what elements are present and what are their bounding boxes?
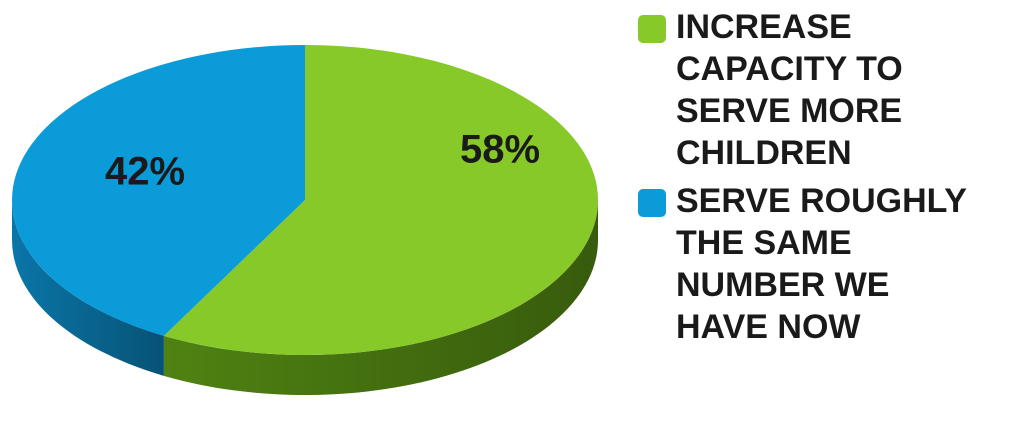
slice <box>163 45 598 355</box>
slice <box>11 44 305 336</box>
slice-shade <box>163 200 598 395</box>
legend-item: SERVE ROUGHLY THE SAME NUMBER WE HAVE NO… <box>638 180 981 348</box>
legend-label: SERVE ROUGHLY THE SAME NUMBER WE HAVE NO… <box>676 182 967 346</box>
legend-label: INCREASE CAPACITY TO SERVE MORE CHILDREN <box>676 8 903 172</box>
legend: INCREASE CAPACITY TO SERVE MORE CHILDREN… <box>638 6 981 354</box>
chart: 58% 42% <box>11 44 598 395</box>
slice-shade <box>12 200 164 376</box>
legend-swatch <box>638 15 666 43</box>
legend-swatch <box>638 189 666 217</box>
legend-item: INCREASE CAPACITY TO SERVE MORE CHILDREN <box>638 6 981 174</box>
value-label: 58% <box>460 128 540 172</box>
value-label: 42% <box>105 150 185 194</box>
